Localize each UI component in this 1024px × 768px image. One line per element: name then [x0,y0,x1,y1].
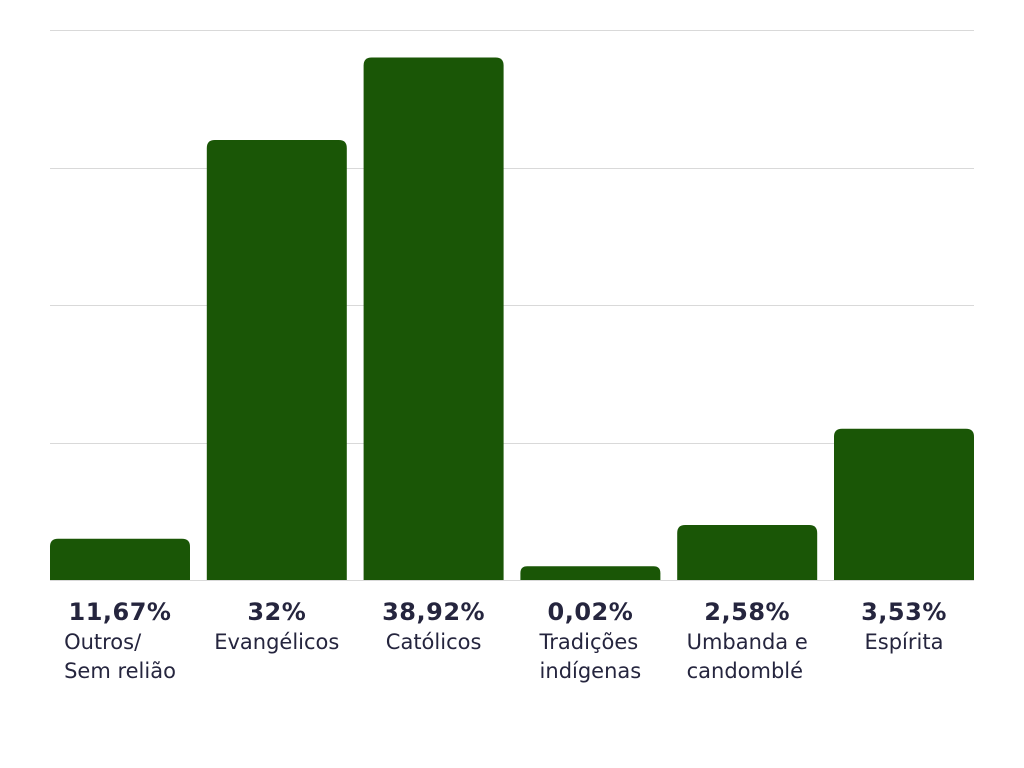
category-label-group: 2,58% Umbanda e candomblé [662,596,832,686]
category-label-group: 0,02% Tradições indígenas [505,596,675,686]
category-name-label: Espírita [864,630,944,654]
value-label: 32% [247,598,307,626]
value-label: 3,53% [861,598,947,626]
value-label: 38,92% [382,598,486,626]
category-name-label: Católicos [385,630,482,654]
bar-5 [834,428,974,580]
bar-3 [520,566,661,580]
bar-2 [363,57,504,580]
category-label-group: 3,53% Espírita [819,596,989,657]
value-label: 0,02% [547,598,634,626]
category-label-group: 38,92% Católicos [349,596,519,657]
bar-4 [677,525,818,580]
bar-layer [50,57,974,580]
value-label: 2,58% [704,598,791,626]
grid-layer [50,30,974,581]
bar-1 [206,140,347,580]
category-name-label: Evangélicos [214,630,340,654]
category-label-group: 32% Evangélicos [192,596,362,657]
bar-0 [50,538,190,580]
category-label-group: 11,67% Outros/ Sem relião [35,596,205,686]
category-name-label: Umbanda e candomblé [686,630,808,683]
category-name-label: Tradições indígenas [539,630,642,683]
category-name-label: Outros/ Sem relião [64,630,176,683]
value-label: 11,67% [68,598,172,626]
